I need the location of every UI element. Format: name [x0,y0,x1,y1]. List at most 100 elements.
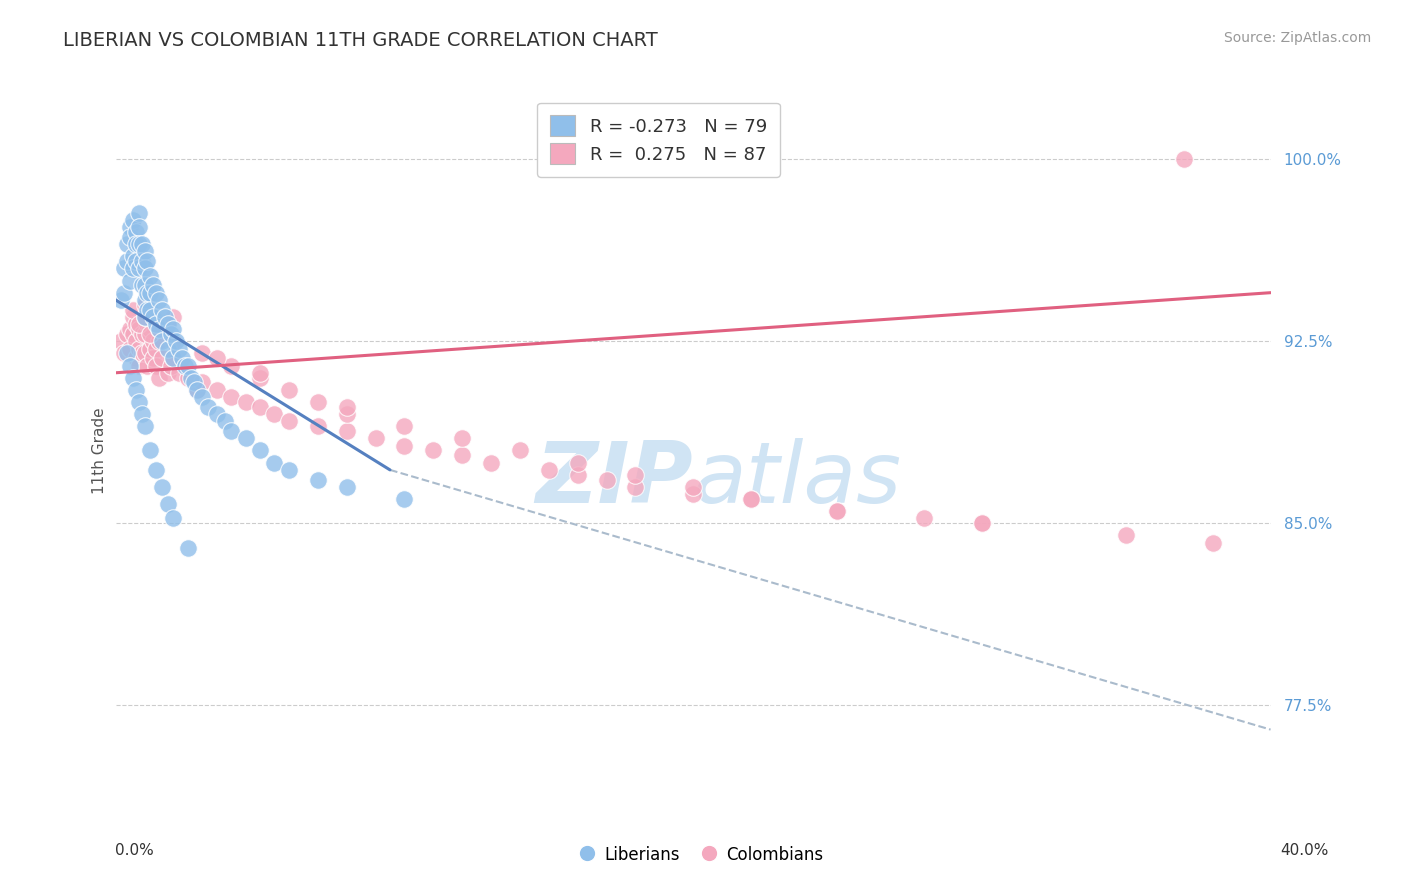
Point [567,456,589,470]
Point [249,366,271,380]
Point [125,383,148,397]
Point [153,310,176,324]
Point [125,351,148,366]
Text: LIBERIAN VS COLOMBIAN 11TH GRADE CORRELATION CHART: LIBERIAN VS COLOMBIAN 11TH GRADE CORRELA… [63,31,658,50]
Point [142,351,165,366]
Point [150,351,173,366]
Point [277,463,299,477]
Point [219,359,242,373]
Point [336,407,359,421]
Point [249,400,271,414]
Point [167,366,190,380]
Point [970,516,993,531]
Point [263,456,285,470]
Point [142,278,165,293]
Point [139,285,162,300]
Point [120,322,142,336]
Point [307,473,329,487]
Point [180,370,202,384]
Point [136,285,159,300]
Point [110,293,132,307]
Point [134,278,156,293]
Point [115,346,138,360]
Point [131,326,153,341]
Point [156,497,179,511]
Point [249,370,271,384]
Point [156,317,179,331]
Point [134,310,156,324]
Point [125,334,148,349]
Point [219,424,242,438]
Point [110,334,132,349]
Point [134,346,156,360]
Point [183,376,205,390]
Point [131,278,153,293]
Point [159,326,181,341]
Text: atlas: atlas [693,438,901,521]
Point [159,359,181,373]
Point [394,491,416,506]
Point [120,342,142,356]
Point [156,342,179,356]
Point [162,351,184,366]
Point [122,302,145,317]
Point [112,346,135,360]
Point [134,310,156,324]
Point [191,346,214,360]
Point [131,407,153,421]
Text: 40.0%: 40.0% [1281,843,1329,858]
Point [115,254,138,268]
Point [122,370,145,384]
Point [128,395,150,409]
Point [167,342,190,356]
Point [394,419,416,434]
Point [162,310,184,324]
Point [112,285,135,300]
Point [336,400,359,414]
Point [205,351,228,366]
Point [122,212,145,227]
Point [827,504,849,518]
Point [277,414,299,428]
Point [177,359,200,373]
Point [307,419,329,434]
Point [263,407,285,421]
Point [422,443,444,458]
Point [177,370,200,384]
Point [509,443,531,458]
Point [150,334,173,349]
Point [214,414,236,428]
Point [1115,528,1137,542]
Point [307,395,329,409]
Point [740,491,762,506]
Point [142,334,165,349]
Point [235,395,257,409]
Point [139,342,162,356]
Point [235,431,257,445]
Point [128,317,150,331]
Point [139,268,162,283]
Point [131,346,153,360]
Point [125,317,148,331]
Point [170,351,193,366]
Point [122,261,145,276]
Point [827,504,849,518]
Point [134,310,156,324]
Point [145,342,167,356]
Point [128,205,150,219]
Point [174,359,197,373]
Point [479,456,502,470]
Point [205,383,228,397]
Point [115,237,138,252]
Point [186,383,208,397]
Point [162,334,184,349]
Point [128,322,150,336]
Point [134,298,156,312]
Point [148,370,170,384]
Point [120,274,142,288]
Point [186,383,208,397]
Point [162,351,184,366]
Point [122,249,145,263]
Point [567,467,589,482]
Point [136,317,159,331]
